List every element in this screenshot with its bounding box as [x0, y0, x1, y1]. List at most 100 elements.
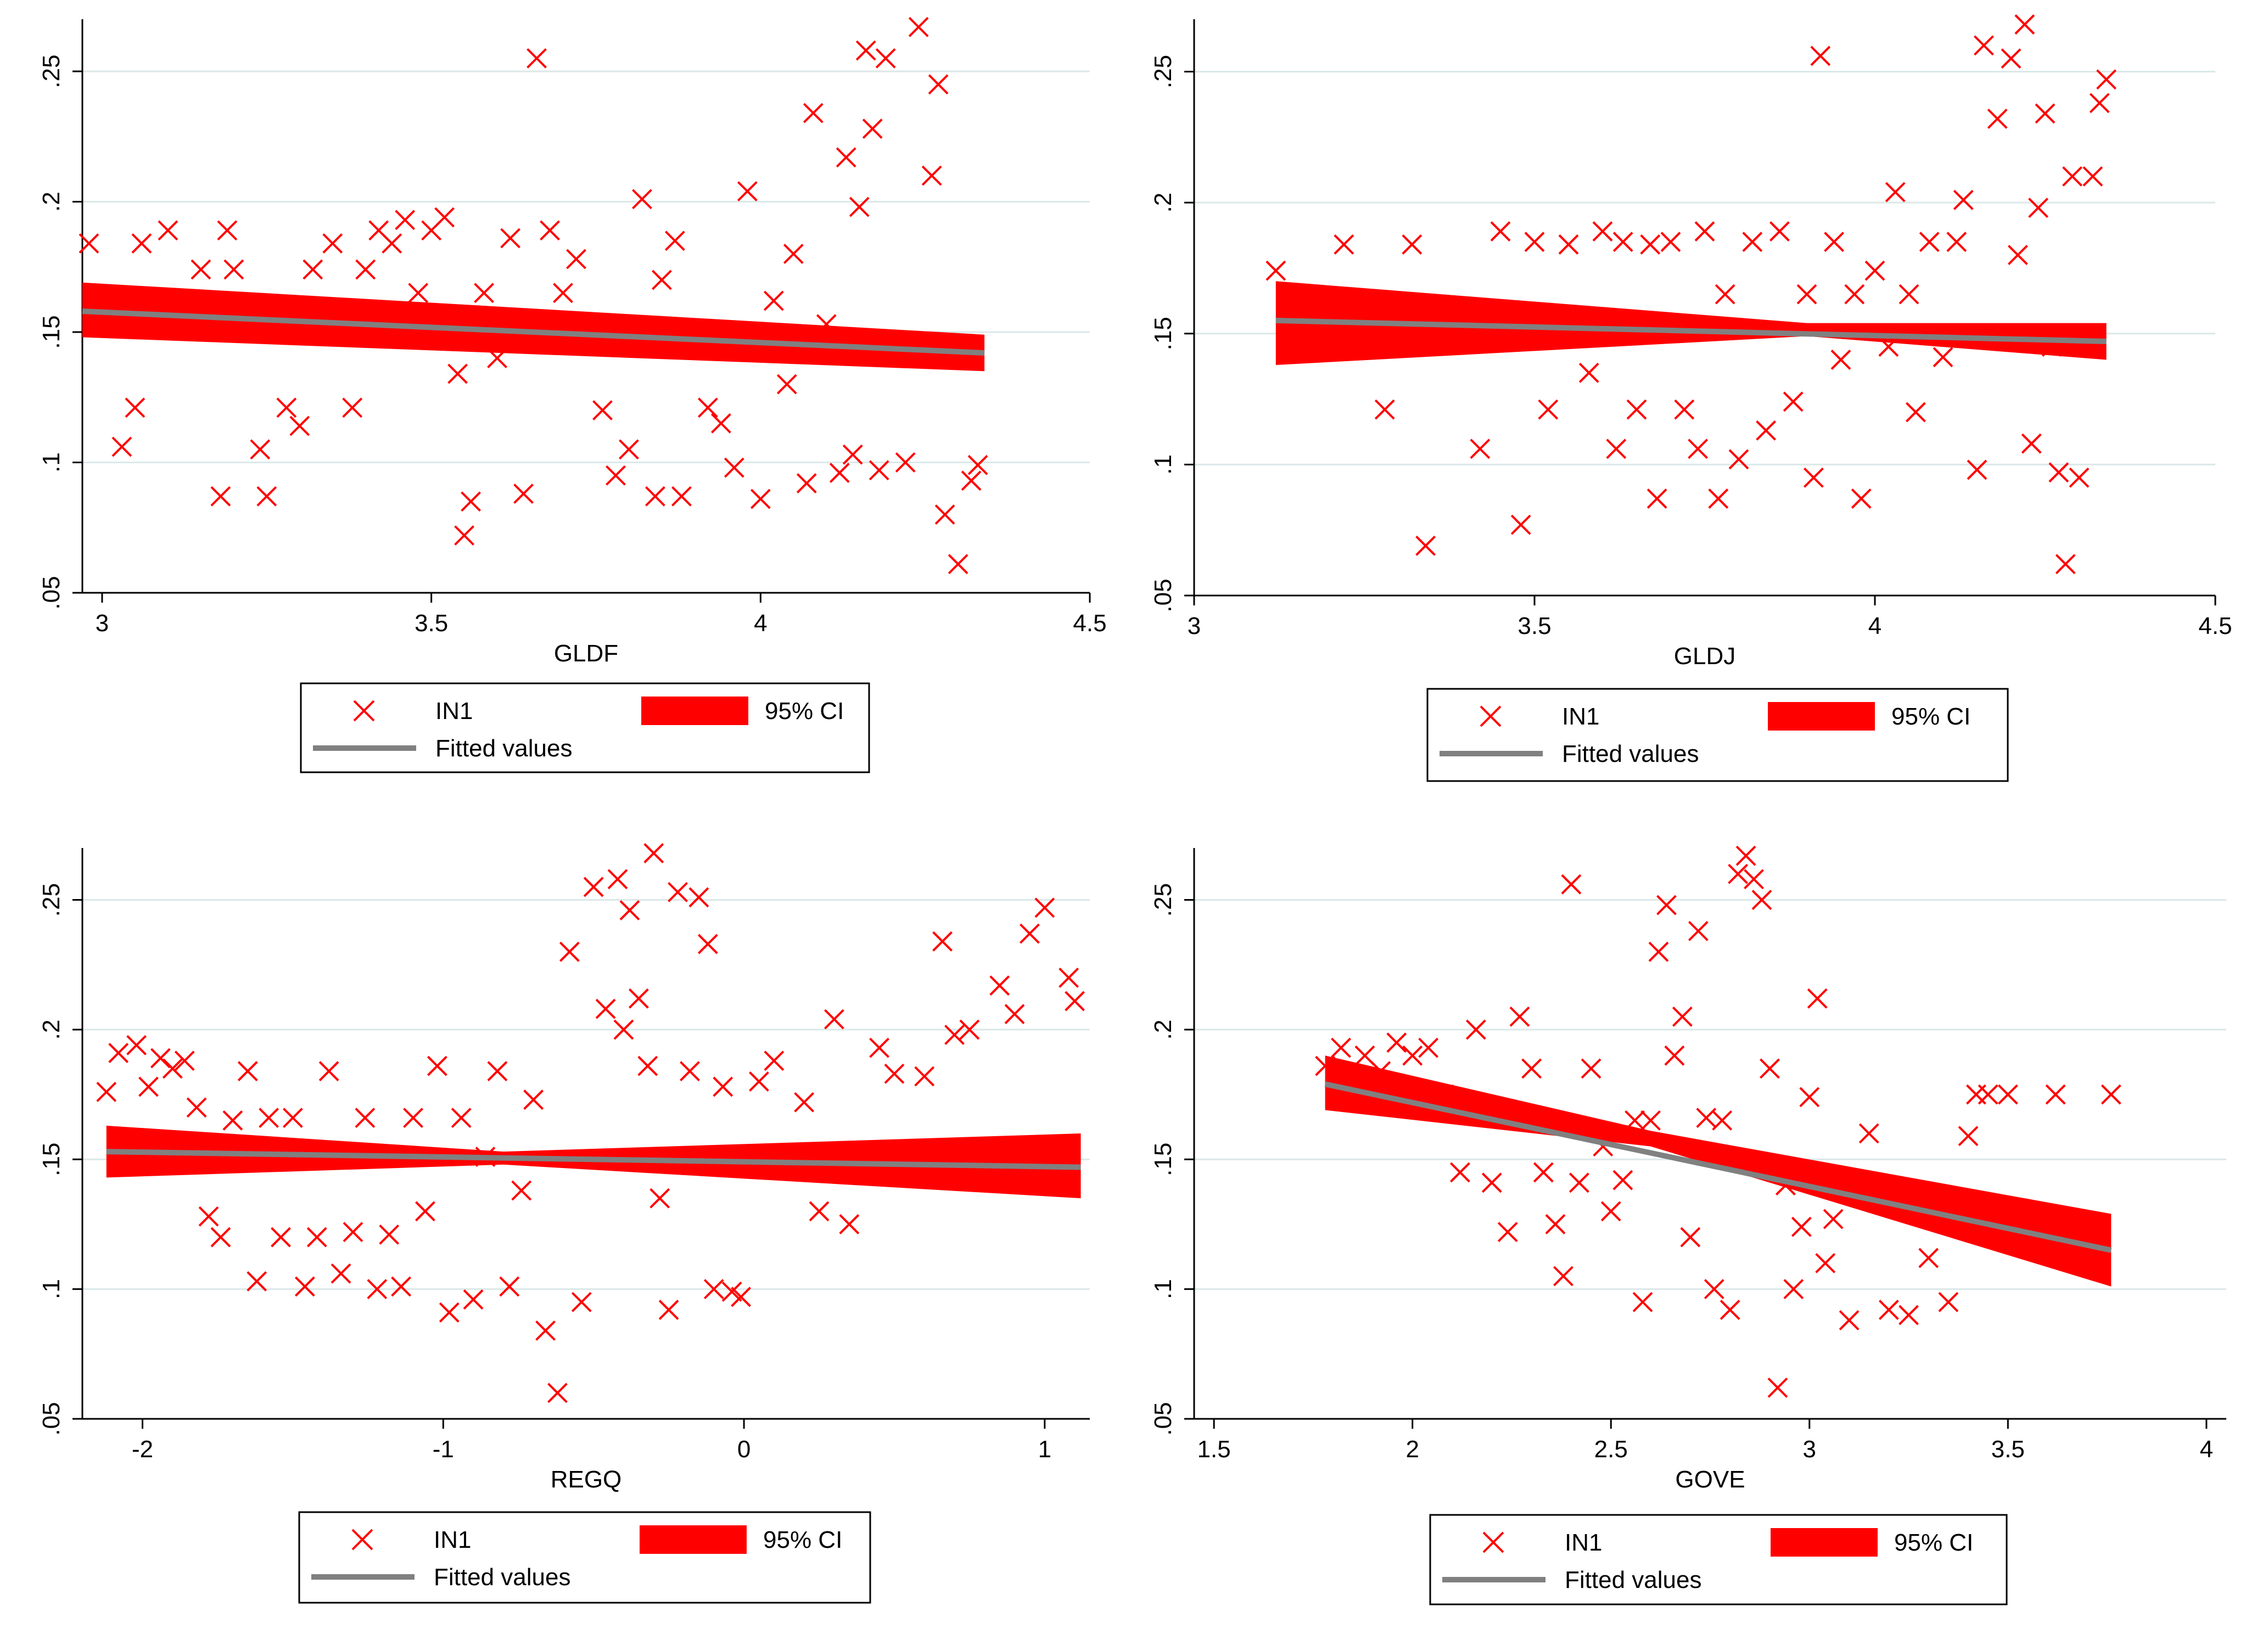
scatter-point — [451, 1108, 472, 1128]
y-tick-label: .1 — [38, 1279, 65, 1299]
scatter-point — [1600, 1201, 1621, 1222]
scatter-point — [2001, 48, 2021, 69]
scatter-point — [1728, 449, 1749, 470]
y-tick-label: .05 — [38, 1402, 65, 1435]
scatter-point — [1878, 1300, 1899, 1320]
legend-ci-swatch — [641, 697, 748, 725]
scatter-point — [961, 470, 982, 491]
scatter-point — [1020, 923, 1040, 944]
scatter-point — [632, 189, 652, 210]
scatter-point — [1059, 967, 1079, 988]
scatter-point — [547, 1383, 568, 1403]
scatter-point — [1824, 232, 1845, 252]
scatter-point — [2014, 14, 2035, 35]
x-tick-label: -1 — [433, 1436, 454, 1463]
scatter-point — [1592, 221, 1613, 242]
scatter-point — [1465, 1019, 1486, 1040]
scatter-point — [737, 181, 758, 201]
scatter-point — [1065, 991, 1085, 1012]
x-tick-label: 1.5 — [1197, 1436, 1231, 1463]
scatter-point — [1720, 1300, 1740, 1320]
scatter-point — [1744, 869, 1764, 890]
scatter-point — [289, 415, 310, 436]
scatter-point — [794, 1092, 815, 1113]
x-tick-label: 4.5 — [2198, 613, 2232, 639]
scatter-point — [1402, 1045, 1423, 1066]
scatter-point — [1521, 1058, 1542, 1079]
scatter-point — [1664, 1045, 1685, 1066]
scatter-point — [1612, 232, 1633, 252]
x-tick-label: 3 — [1188, 613, 1201, 639]
scatter-point — [1796, 284, 1817, 305]
scatter-point — [1578, 362, 1599, 383]
scatter-point — [276, 397, 297, 418]
legend: IN1 95% CI Fitted values — [300, 682, 870, 773]
scatter-point — [1674, 399, 1695, 420]
scatter-point — [553, 283, 573, 304]
scatter-point — [869, 1037, 889, 1058]
scatter-point — [408, 283, 429, 304]
scatter-point — [764, 1051, 785, 1071]
scatter-point — [454, 525, 475, 546]
scatter-point — [1510, 514, 1531, 535]
scatter-point — [1640, 1110, 1661, 1131]
scatter-point — [499, 1276, 520, 1297]
scatter-point — [1647, 488, 1667, 509]
scatter-point — [967, 454, 988, 475]
scatter-point — [210, 1227, 231, 1248]
scatter-point — [1561, 874, 1582, 895]
scatter-point — [921, 165, 942, 186]
fit-line — [1275, 317, 2107, 345]
legend-label-ci: 95% CI — [765, 698, 844, 725]
scatter-point — [836, 147, 856, 168]
scatter-point — [749, 1071, 769, 1092]
scatter-point — [2007, 245, 2028, 265]
scatter-point — [1933, 347, 1953, 368]
legend-marker-icon — [1482, 1531, 1504, 1553]
y-tick-label: .05 — [1150, 579, 1177, 612]
scatter-point — [824, 1009, 844, 1030]
scatter-point — [1783, 1279, 1804, 1300]
scatter-point — [487, 1061, 508, 1081]
scatter-point — [1885, 182, 1906, 203]
scatter-point — [1656, 895, 1677, 916]
scatter-point — [571, 1292, 592, 1312]
legend-label-ci: 95% CI — [763, 1526, 842, 1553]
scatter-point — [914, 1066, 935, 1087]
scatter-point — [511, 1180, 532, 1201]
scatter-point — [1386, 1032, 1407, 1053]
scatter-point — [191, 259, 211, 280]
legend-label-in1: IN1 — [434, 1526, 471, 1553]
scatter-point — [1938, 1292, 1959, 1312]
scatter-point — [2035, 103, 2056, 124]
scatter-point — [131, 233, 152, 254]
scatter-point — [222, 1110, 243, 1131]
legend-label-ci: 95% CI — [1894, 1529, 1973, 1556]
scatter-point — [439, 1302, 460, 1323]
scatter-point — [303, 259, 323, 280]
scatter-point — [1415, 535, 1436, 556]
x-tick-label: 3.5 — [1991, 1436, 2025, 1463]
scatter-point — [721, 1281, 742, 1302]
y-tick-label: .25 — [1150, 883, 1177, 917]
ci-band — [1325, 1055, 2112, 1287]
scatter-point — [1715, 284, 1735, 305]
x-axis-title: GLDF — [554, 640, 618, 667]
scatter-point — [126, 1035, 147, 1055]
x-tick-label: 3 — [1803, 1436, 1816, 1463]
scatter-point — [186, 1097, 207, 1118]
scatter-point — [1967, 459, 1987, 480]
scatter-point — [1987, 108, 2008, 129]
scatter-point — [1799, 1087, 1820, 1108]
panels: .05 .1 .15 .2 .25 3 3.5 4 4.5 GLDF IN1 95% CI Fitted… — [38, 14, 2232, 1605]
legend-label-fit: Fitted values — [434, 1564, 570, 1591]
scatter-point — [535, 1320, 556, 1341]
scatter-point — [895, 452, 916, 473]
scatter-point — [427, 1055, 447, 1076]
scatter-point — [619, 900, 640, 920]
scatter-point — [862, 119, 883, 139]
scatter-point — [1864, 260, 1885, 281]
y-tick-label: .05 — [1150, 1402, 1177, 1435]
scatter-point — [643, 843, 664, 863]
